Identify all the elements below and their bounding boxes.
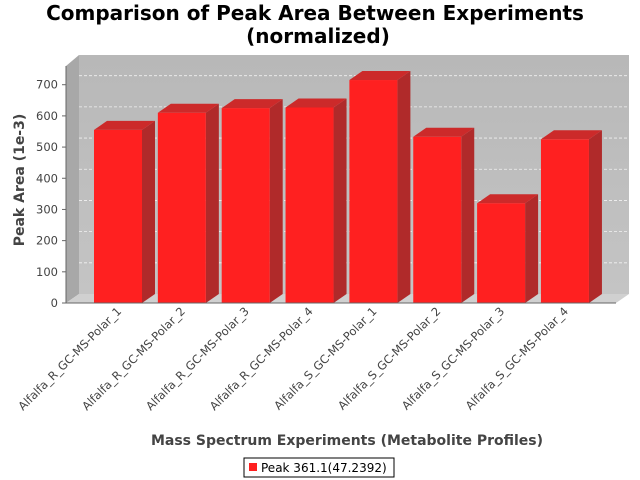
bar-front: [157, 112, 206, 304]
legend-swatch: [249, 463, 257, 471]
bar: [477, 194, 539, 303]
y-tick-label: 100: [36, 265, 58, 279]
bar-side: [333, 98, 347, 303]
bar-front: [349, 80, 398, 303]
bar-top: [94, 120, 155, 130]
bar-side: [397, 71, 411, 303]
bar-front: [413, 136, 462, 303]
bar: [157, 103, 219, 304]
x-axis-ticks: Alfalfa_R_GC-MS-Polar_1Alfalfa_R_GC-MS-P…: [15, 304, 571, 413]
bar-front: [94, 129, 142, 303]
plot-side-wall: [66, 55, 79, 303]
bar-side: [142, 120, 155, 303]
bar: [349, 71, 411, 303]
bar-top: [477, 194, 539, 204]
bar-front: [477, 203, 526, 303]
bar: [221, 99, 283, 303]
y-tick-label: 500: [36, 140, 58, 154]
bars-group: [94, 71, 602, 304]
bar: [94, 120, 155, 303]
x-tick-label: Alfalfa_R_GC-MS-Polar_3: [143, 304, 252, 413]
bar-side: [269, 99, 283, 303]
bar-front: [540, 139, 589, 303]
x-tick-label: Alfalfa_S_GC-MS-Polar_2: [335, 304, 443, 412]
y-tick-label: 0: [51, 296, 58, 310]
bar-side: [461, 127, 475, 304]
bar: [285, 98, 347, 303]
bar-front: [285, 107, 334, 303]
bar-front: [221, 108, 270, 303]
bar-top: [285, 98, 347, 108]
bar-side: [588, 130, 602, 303]
legend-label: Peak 361.1(47.2392): [261, 461, 387, 475]
x-tick-label: Alfalfa_R_GC-MS-Polar_2: [79, 304, 188, 413]
y-tick-label: 300: [36, 202, 58, 216]
y-tick-label: 700: [36, 78, 58, 92]
y-axis-ticks: 0 100 200 300 400 500 600 700: [36, 78, 66, 310]
x-tick-label: Alfalfa_R_GC-MS-Polar_4: [207, 304, 316, 413]
bar-top: [540, 130, 602, 140]
bar-side: [525, 194, 539, 303]
bar-top: [349, 71, 411, 81]
x-tick-label: Alfalfa_S_GC-MS-Polar_3: [399, 304, 507, 412]
x-tick-label: Alfalfa_S_GC-MS-Polar_4: [463, 304, 571, 412]
legend-box: [243, 457, 395, 478]
y-tick-label: 200: [36, 234, 58, 248]
chart-title-line-1: Comparison of Peak Area Between Experime…: [46, 1, 584, 25]
x-axis-label: Mass Spectrum Experiments (Metabolite Pr…: [151, 433, 543, 449]
bar-top: [413, 127, 475, 137]
y-axis-label: Peak Area (1e-3): [12, 114, 28, 247]
bar-top: [157, 103, 219, 113]
bar-top: [221, 99, 283, 109]
legend: Peak 361.1(47.2392): [243, 457, 395, 478]
x-tick-label: Alfalfa_R_GC-MS-Polar_1: [15, 304, 124, 413]
chart-title-line-2: (normalized): [246, 24, 390, 48]
bar-side: [205, 103, 219, 304]
x-tick-label: Alfalfa_S_GC-MS-Polar_1: [271, 304, 379, 412]
bar: [413, 127, 475, 304]
y-tick-label: 600: [36, 109, 58, 123]
y-tick-label: 400: [36, 171, 58, 185]
bar: [540, 130, 602, 303]
